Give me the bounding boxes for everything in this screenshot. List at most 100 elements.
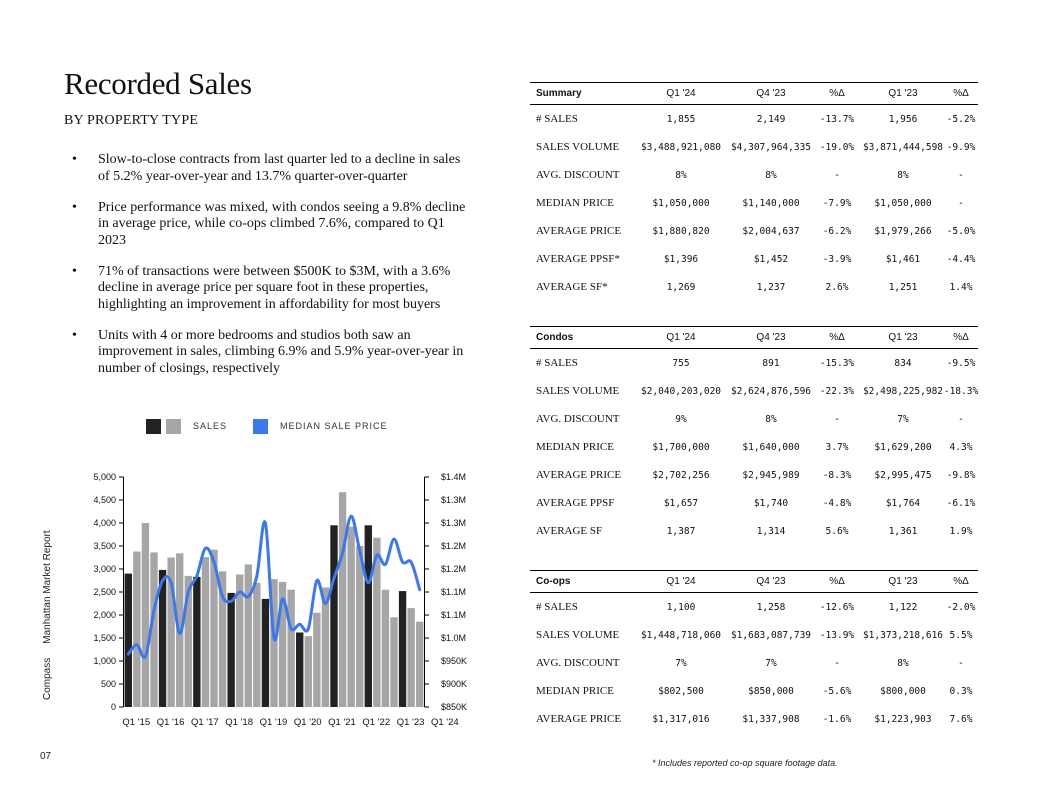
table-cell: -3.9% xyxy=(822,253,852,265)
table-row: # SALES 1,100 1,258 -12.6% 1,122 -2.0% xyxy=(530,593,978,621)
table-cell: 5.5% xyxy=(949,629,973,641)
table-cell: $1,880,820 xyxy=(652,225,710,237)
table-row: # SALES 755 891 -15.3% 834 -9.5% xyxy=(530,349,978,377)
median-price-point xyxy=(161,579,164,582)
table-cell: $1,448,718,060 xyxy=(640,629,722,641)
table-cell: -9.5% xyxy=(946,357,976,369)
right-tick-label: $1.0M xyxy=(441,633,466,643)
median-price-point xyxy=(376,554,378,556)
report-name: Manhattan Market Report xyxy=(42,530,53,644)
brand-name: Compass xyxy=(42,657,53,700)
bullet-item: • 71% of transactions were between $500K … xyxy=(72,264,472,314)
median-price-point xyxy=(307,628,310,630)
table-cell: - xyxy=(958,413,964,425)
table-cell: $2,995,475 xyxy=(874,469,932,481)
table-title: Condos xyxy=(536,332,574,343)
bullet-text: Units with 4 or more bedrooms and studio… xyxy=(98,327,464,376)
table-cell: $1,337,908 xyxy=(742,713,800,725)
table-row: SALES VOLUME $3,488,921,080 $4,307,964,335… xyxy=(530,133,978,161)
legend-swatch-q1 xyxy=(146,418,161,434)
legend-swatch-other xyxy=(166,418,181,434)
bullet-dot-icon: • xyxy=(72,199,77,215)
right-tick-label: $900K xyxy=(441,679,467,689)
table-row: SALES VOLUME $2,040,203,020 $2,624,876,596… xyxy=(530,377,978,405)
median-price-point xyxy=(410,561,412,563)
table-cell: $1,396 xyxy=(663,253,699,265)
table-row: MEDIAN PRICE $1,700,000 $1,640,000 3.7% $1,6… xyxy=(530,433,978,461)
table-cell: 8% xyxy=(897,169,909,181)
column-header: %Δ xyxy=(829,576,845,587)
table-cell: $1,452 xyxy=(753,253,789,265)
right-tick-label: $1.1M xyxy=(441,610,466,620)
median-price-point xyxy=(170,582,172,584)
page-title: Recorded Sales xyxy=(64,66,252,101)
bullet-dot-icon: • xyxy=(72,152,77,167)
table-cell: - xyxy=(834,169,840,181)
table-cell: 1,269 xyxy=(666,281,696,293)
table-cell: -19.0% xyxy=(819,141,855,153)
table-row: AVERAGE PRICE $1,880,820 $2,004,637 -6.2% $1… xyxy=(530,217,978,245)
median-price-point xyxy=(316,579,318,582)
table-cell: 7% xyxy=(897,413,909,425)
table-row: AVERAGE SF* 1,269 1,237 2.6% 1,251 1.4% xyxy=(530,273,978,301)
bar xyxy=(390,617,398,707)
table-cell: $850,000 xyxy=(748,685,794,697)
table-cell: 9% xyxy=(675,413,687,425)
column-header: Q1 '23 xyxy=(888,576,918,587)
median-price-point xyxy=(384,563,387,566)
table-cell: $2,945,989 xyxy=(742,469,800,481)
left-tick-label: 500 xyxy=(101,679,116,689)
bar xyxy=(313,612,321,707)
row-label: AVG. DISCOUNT xyxy=(536,413,620,425)
table-cell: $2,040,203,020 xyxy=(640,385,722,397)
chart-legend: SALES MEDIAN SALE PRICE xyxy=(146,417,388,435)
table-row: AVG. DISCOUNT 9% 8% - 7% - xyxy=(530,405,978,433)
column-header: %Δ xyxy=(953,576,969,587)
table-cell: -13.7% xyxy=(819,113,855,125)
table-cell: - xyxy=(958,197,964,209)
table-row: AVG. DISCOUNT 8% 8% - 8% - xyxy=(530,161,978,189)
bar xyxy=(287,589,295,707)
bullet-text: Slow-to-close contracts from last quarte… xyxy=(98,152,461,184)
legend-swatch-median xyxy=(253,418,269,434)
bar xyxy=(407,608,415,707)
bullet-item: • Price performance was mixed, with condo… xyxy=(72,200,472,250)
median-price-point xyxy=(247,595,250,598)
table-cell: $1,461 xyxy=(885,253,921,265)
bullet-item: • Slow-to-close contracts from last quart… xyxy=(72,152,472,185)
column-header: %Δ xyxy=(953,332,969,343)
table-cell: $2,498,225,982 xyxy=(862,385,944,397)
table-cell: 1.9% xyxy=(949,525,973,537)
table-header: Co-ops Q1 '24 Q4 '23 %Δ Q1 '23 %Δ xyxy=(530,570,978,593)
table-cell: 2,149 xyxy=(756,113,786,125)
median-price-line xyxy=(126,514,422,660)
row-label: MEDIAN PRICE xyxy=(536,685,614,697)
table-cell: $1,050,000 xyxy=(652,197,710,209)
bullet-item: • Units with 4 or more bedrooms and studi… xyxy=(72,328,472,378)
bar xyxy=(133,551,141,707)
table-cell: $1,740 xyxy=(753,497,789,509)
table-cell: 8% xyxy=(765,413,777,425)
table-cell: 1,855 xyxy=(666,113,696,125)
median-price-point xyxy=(350,515,352,517)
row-label: AVERAGE SF* xyxy=(536,281,608,293)
table-cell: 1,387 xyxy=(666,525,696,537)
column-header: Q1 '24 xyxy=(666,88,696,99)
table-cell: -7.9% xyxy=(822,197,852,209)
median-price-point xyxy=(230,600,232,602)
bar-q1 xyxy=(364,525,372,707)
bullet-list: • Slow-to-close contracts from last quart… xyxy=(72,152,472,392)
table-cell: 1,251 xyxy=(888,281,918,293)
median-price-point xyxy=(153,609,155,612)
column-header: Q4 '23 xyxy=(756,332,786,343)
bar xyxy=(416,621,424,707)
row-label: AVERAGE PRICE xyxy=(536,469,622,481)
row-label: AVERAGE SF xyxy=(536,525,603,537)
median-price-point xyxy=(144,655,147,658)
table-cell: -4.8% xyxy=(822,497,852,509)
table-cell: 3.7% xyxy=(825,441,849,453)
bar-q1 xyxy=(193,576,201,707)
left-tick-label: 5,000 xyxy=(93,472,116,482)
table-cell: -12.6% xyxy=(819,601,855,613)
row-label: AVERAGE PRICE xyxy=(536,713,622,725)
